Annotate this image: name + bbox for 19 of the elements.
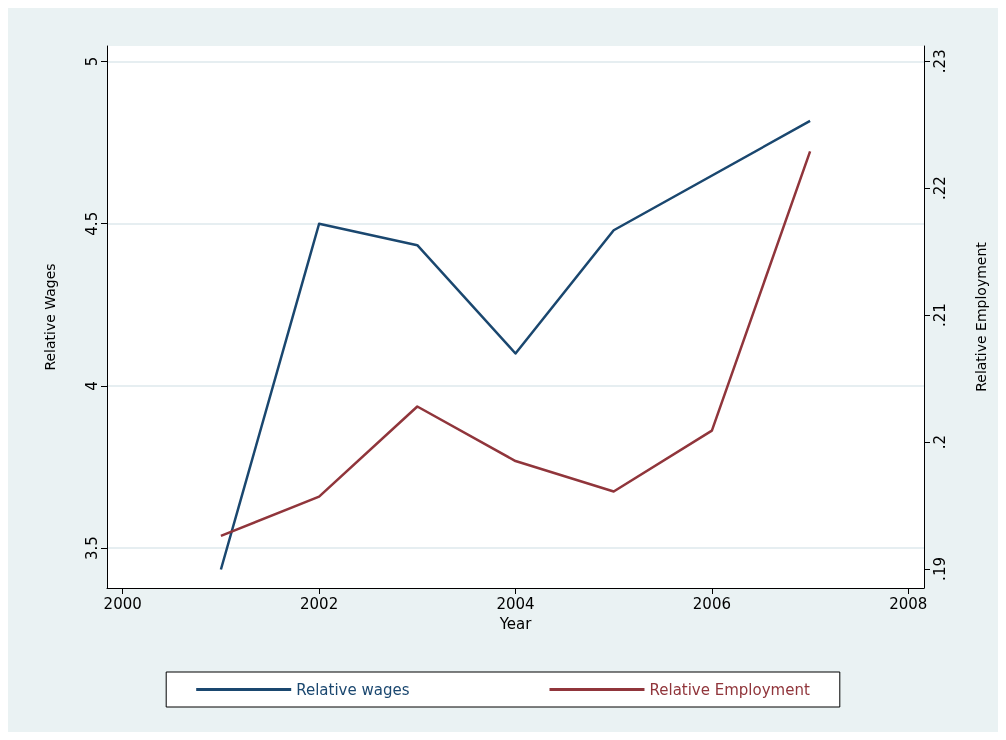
x-tick-label: 2004 xyxy=(496,594,535,613)
x-tick-label: 2002 xyxy=(300,594,339,613)
x-tick-label: 2008 xyxy=(889,594,928,613)
y2-tick-label: .19 xyxy=(930,557,949,581)
y2-tick-label: .23 xyxy=(930,49,949,74)
y-tick-label: 4 xyxy=(82,381,101,391)
x-axis-title: Year xyxy=(498,614,533,633)
y2-tick-label: .22 xyxy=(930,176,949,201)
x-tick-label: 2006 xyxy=(692,594,731,613)
y-tick-label: 5 xyxy=(82,56,101,67)
text: Relative wages xyxy=(296,680,410,699)
y2-tick-label: .21 xyxy=(930,303,949,328)
x-tick-label: 2000 xyxy=(103,594,142,613)
text: Relative Employment xyxy=(649,680,810,699)
y-tick-label: 3.5 xyxy=(82,536,101,561)
y-axis-title: Relative Wages xyxy=(42,263,58,371)
y2-axis-title: Relative Employment xyxy=(973,241,989,392)
y-tick-label: 4.5 xyxy=(82,211,101,236)
y2-tick-label: .2 xyxy=(930,434,949,450)
